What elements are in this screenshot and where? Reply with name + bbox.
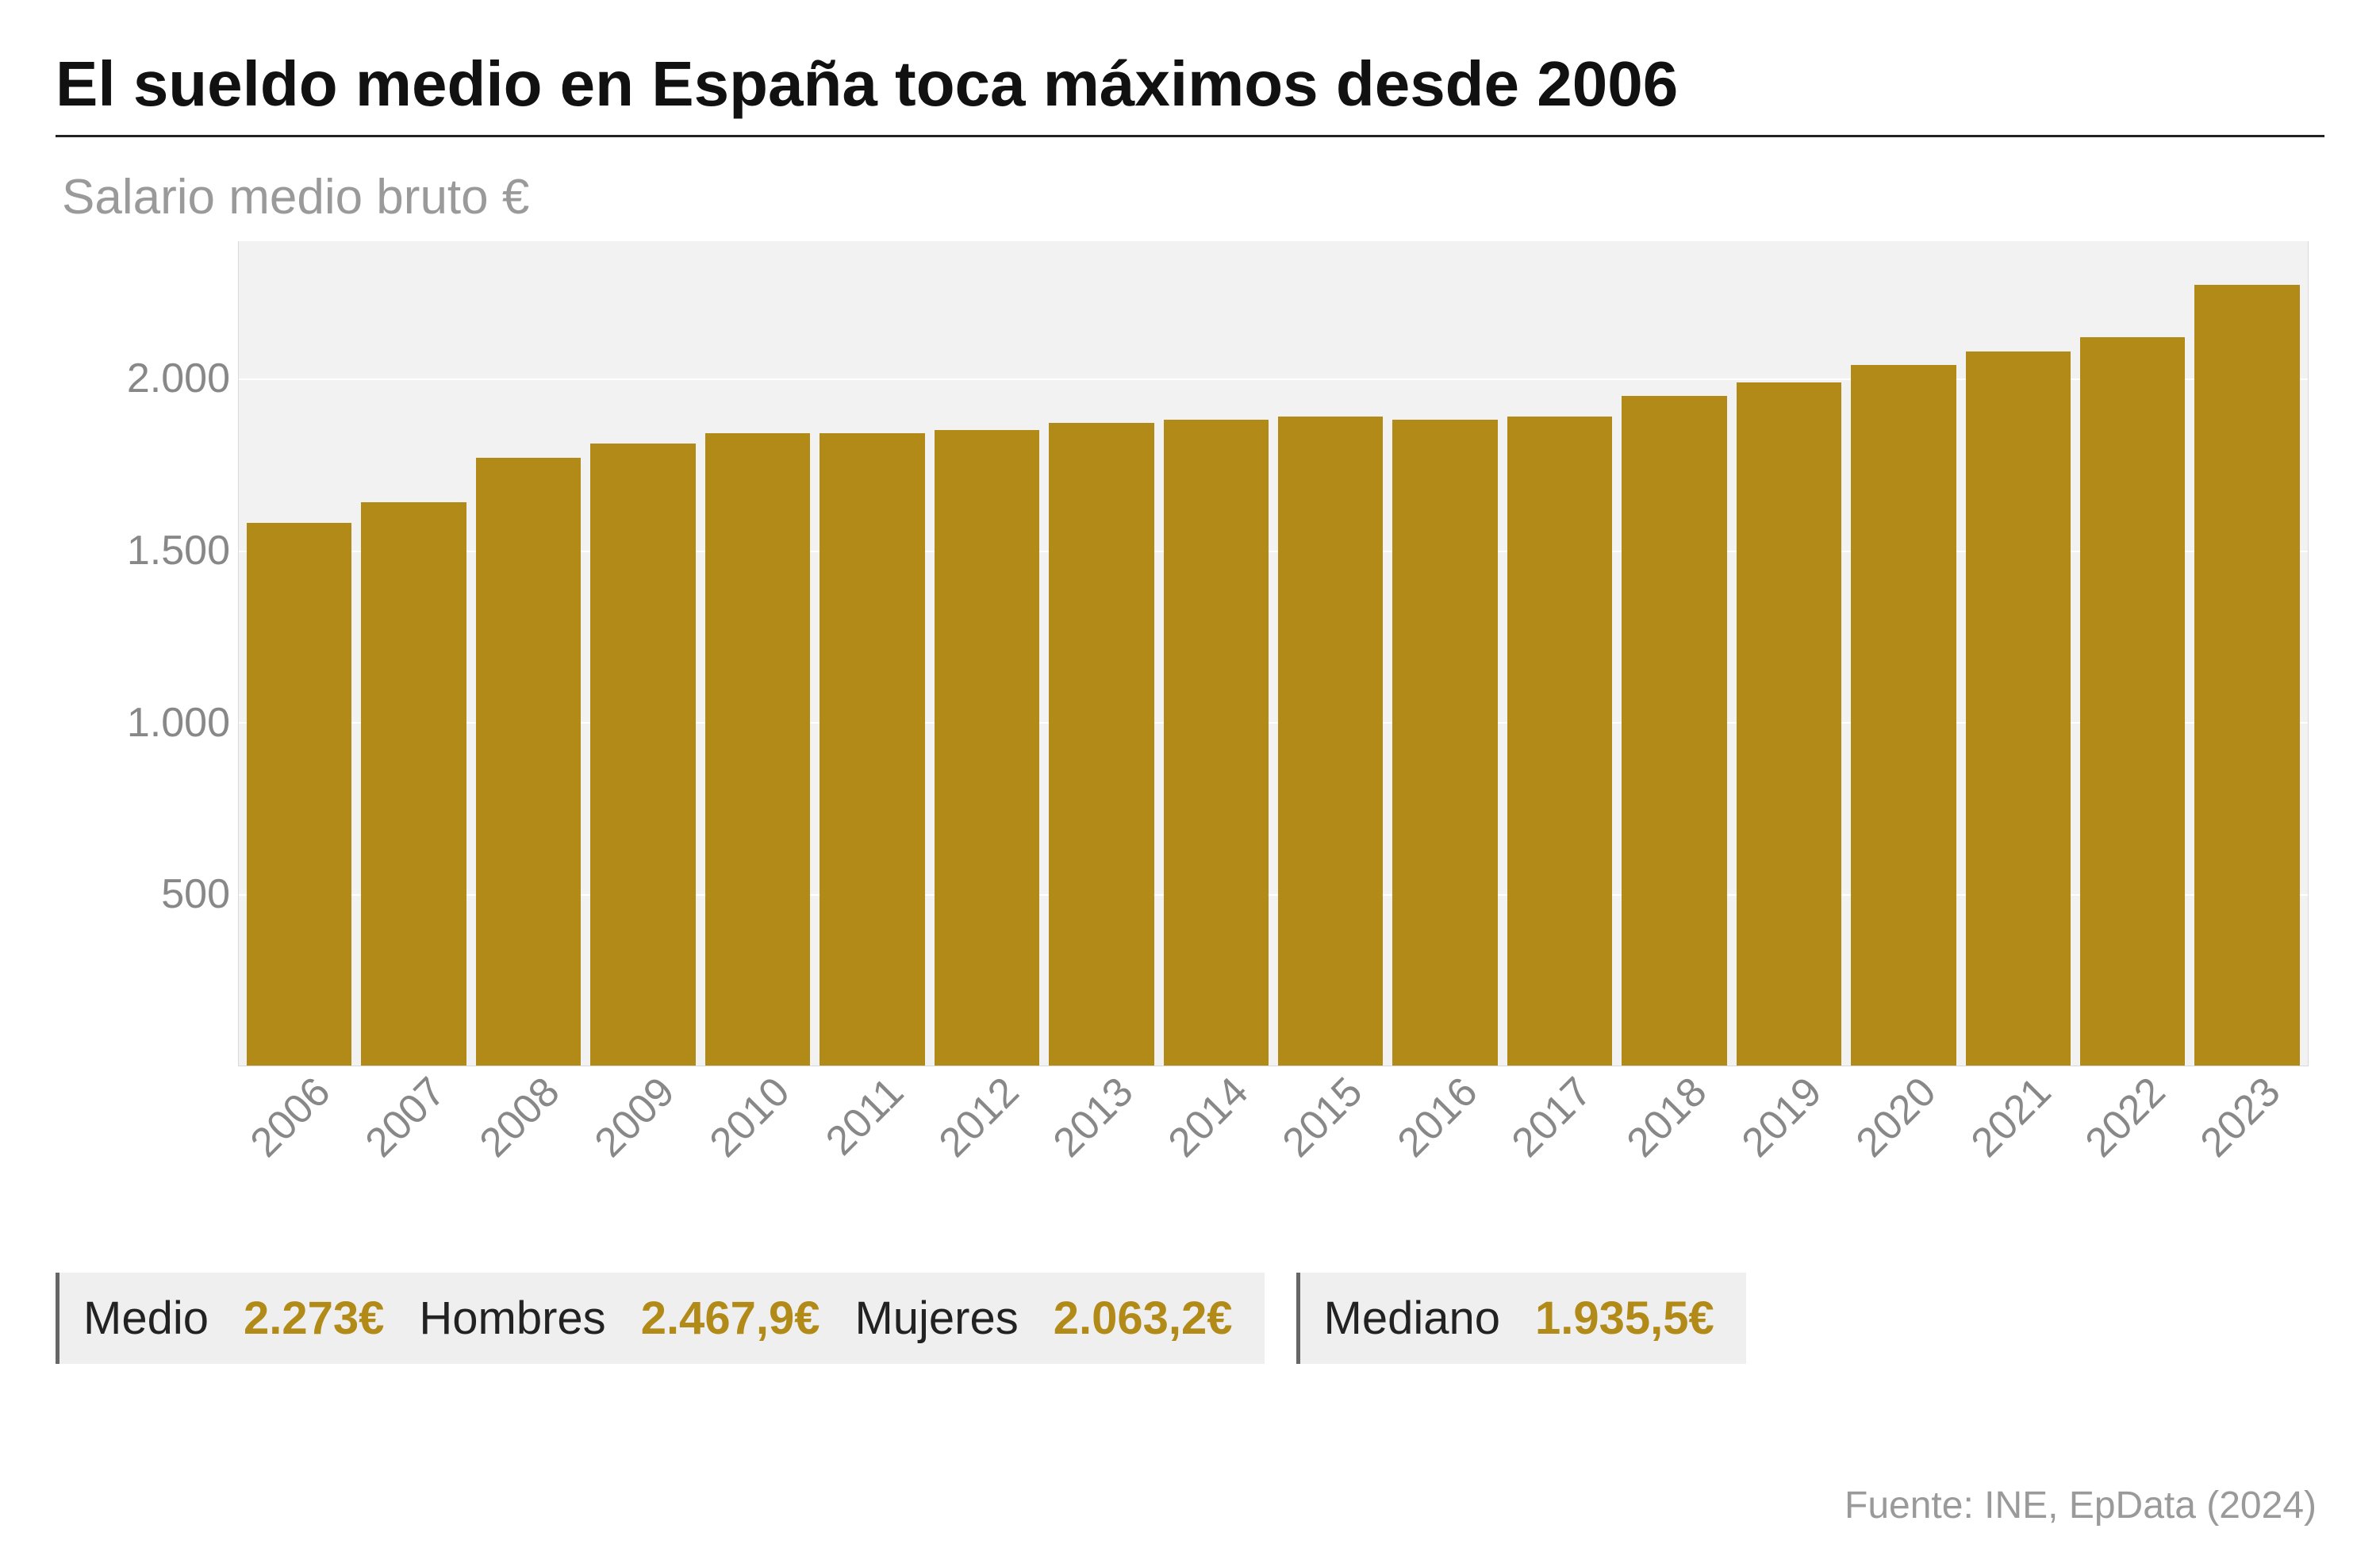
stat-label: Mujeres [854,1292,1018,1345]
x-label-slot: 2015 [1278,1066,1384,1177]
x-tick-label: 2008 [470,1068,569,1166]
bar [1164,420,1269,1066]
x-label-slot: 2020 [1852,1066,1957,1177]
bar [1507,417,1612,1066]
x-tick-label: 2015 [1273,1068,1372,1166]
y-tick-label: 1.500 [71,527,230,574]
stat-value: 2.063,2€ [1054,1292,1233,1345]
x-label-slot: 2021 [1966,1066,2071,1177]
summary-stats-median: Mediano 1.935,5€ [1296,1273,1746,1364]
y-tick-label: 2.000 [71,355,230,402]
x-tick-label: 2013 [1044,1068,1142,1166]
stat-value: 2.273€ [244,1292,384,1345]
bar [1049,423,1154,1066]
bar [1392,420,1497,1066]
x-tick-label: 2021 [1962,1068,2060,1166]
x-tick-label: 2020 [1847,1068,1945,1166]
x-label-slot: 2012 [934,1066,1039,1177]
x-tick-label: 2018 [1618,1068,1716,1166]
bar [705,433,810,1066]
bar [1851,365,1956,1066]
x-tick-label: 2011 [817,1069,914,1166]
x-label-slot: 2014 [1164,1066,1269,1177]
x-label-slot: 2016 [1393,1066,1499,1177]
stat-value: 1.935,5€ [1535,1292,1714,1345]
x-label-slot: 2022 [2081,1066,2186,1177]
stat-label: Hombres [419,1292,605,1345]
bar [361,502,466,1066]
source-attribution: Fuente: INE, EpData (2024) [1844,1484,2317,1527]
x-label-slot: 2011 [820,1066,925,1177]
summary-row: Medio 2.273€ Hombres 2.467,9€ Mujeres 2.063,2… [56,1273,2324,1364]
x-label-slot: 2008 [475,1066,581,1177]
x-tick-label: 2016 [1388,1068,1487,1166]
bar [820,433,924,1066]
x-label-slot: 2013 [1049,1066,1154,1177]
x-tick-label: 2019 [1733,1068,1831,1166]
x-tick-label: 2007 [356,1068,455,1166]
x-tick-label: 2012 [930,1068,1028,1166]
bar [935,430,1039,1066]
bar [2080,337,2185,1066]
x-tick-label: 2023 [2191,1068,2290,1166]
x-label-slot: 2009 [590,1066,696,1177]
bar [1278,417,1383,1066]
x-label-slot: 2007 [361,1066,466,1177]
x-tick-label: 2017 [1503,1068,1601,1166]
x-label-slot: 2006 [246,1066,351,1177]
summary-stats-main: Medio 2.273€ Hombres 2.467,9€ Mujeres 2.063,2… [56,1273,1265,1364]
x-label-slot: 2010 [704,1066,810,1177]
bar [1737,382,1841,1066]
bar [2194,285,2299,1066]
bar [1622,396,1726,1066]
x-tick-label: 2014 [1159,1068,1257,1166]
chart-subtitle: Salario medio bruto € [62,169,2324,225]
bar [247,523,351,1066]
x-tick-label: 2010 [701,1068,799,1166]
bar-series [239,241,2308,1066]
x-label-slot: 2019 [1737,1066,1842,1177]
x-tick-label: 2009 [585,1068,684,1166]
y-tick-label: 500 [71,870,230,918]
x-label-slot: 2017 [1507,1066,1613,1177]
bar [590,444,695,1066]
x-tick-label: 2006 [241,1068,340,1166]
bar [476,458,581,1066]
stat-label: Medio [83,1292,209,1345]
plot-area [238,241,2309,1066]
chart-area: 5001.0001.5002.000 200620072008200920102… [56,241,2324,1177]
bar [1966,351,2071,1066]
stat-label: Mediano [1324,1292,1500,1345]
chart-title: El sueldo medio en España toca máximos d… [56,48,2324,121]
chart-container: El sueldo medio en España toca máximos d… [0,0,2380,1567]
x-label-slot: 2023 [2196,1066,2301,1177]
stat-value: 2.467,9€ [641,1292,820,1345]
x-tick-label: 2022 [2076,1068,2175,1166]
x-label-slot: 2018 [1622,1066,1728,1177]
x-axis-labels: 2006200720082009201020112012201320142015… [238,1066,2309,1177]
title-divider [56,135,2324,137]
y-tick-label: 1.000 [71,699,230,747]
